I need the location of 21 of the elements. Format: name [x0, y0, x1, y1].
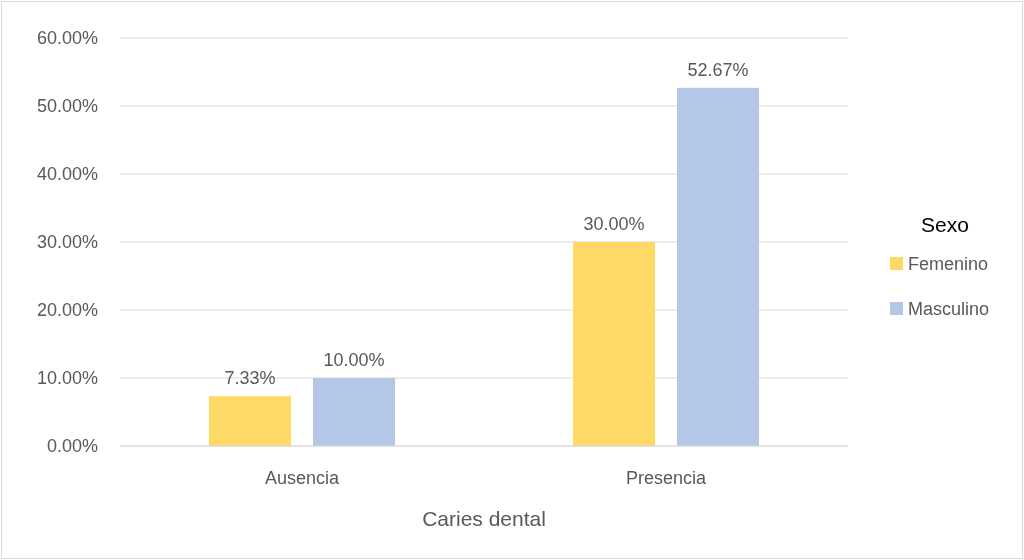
- legend-label: Masculino: [908, 299, 990, 320]
- y-tick-label: 10.00%: [36, 368, 98, 389]
- bar: [573, 242, 655, 446]
- x-axis-title: Caries dental: [422, 507, 546, 530]
- y-tick-label: 60.00%: [36, 28, 98, 49]
- y-tick-label: 0.00%: [46, 436, 98, 457]
- x-tick-label: Presencia: [625, 468, 708, 488]
- bar: [677, 87, 759, 446]
- legend-label: Femenino: [908, 254, 989, 275]
- data-label: 30.00%: [583, 214, 645, 234]
- y-tick-label: 20.00%: [36, 300, 98, 321]
- bar: [313, 378, 395, 446]
- y-tick-label: 30.00%: [36, 232, 98, 253]
- data-label: 7.33%: [224, 368, 276, 389]
- y-tick-label: 40.00%: [36, 164, 98, 185]
- bar: [209, 396, 291, 446]
- data-label: 52.67%: [687, 59, 749, 80]
- data-label: 10.00%: [323, 350, 385, 370]
- legend-title: Sexo: [921, 213, 969, 236]
- x-tick-label: Ausencia: [264, 468, 341, 488]
- y-tick-label: 50.00%: [36, 96, 98, 117]
